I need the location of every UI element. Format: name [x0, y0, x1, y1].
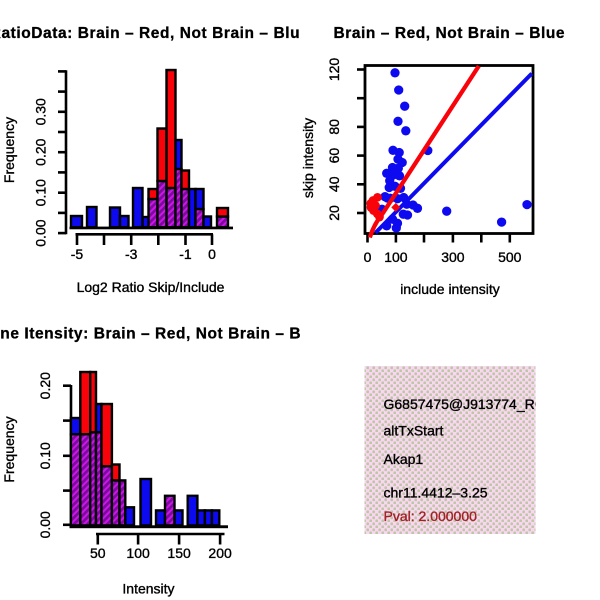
svg-text:500: 500: [498, 249, 522, 265]
svg-text:Akap1: Akap1: [384, 451, 424, 467]
svg-text:100: 100: [126, 545, 150, 561]
svg-text:RatioData: Brain – Red, Not Br: RatioData: Brain – Red, Not Brain – Blue: [0, 25, 309, 42]
svg-text:Frequency: Frequency: [1, 117, 17, 183]
svg-text:0.00: 0.00: [33, 219, 49, 246]
svg-text:Intensity: Intensity: [122, 581, 174, 597]
svg-text:skip intensity: skip intensity: [300, 118, 316, 198]
svg-text:120: 120: [326, 58, 342, 82]
svg-text:-1: -1: [179, 246, 192, 262]
svg-text:Log2 Ratio Skip/Include: Log2 Ratio Skip/Include: [77, 279, 225, 295]
svg-text:200: 200: [208, 545, 232, 561]
svg-text:0: 0: [364, 249, 372, 265]
svg-text:0: 0: [208, 246, 216, 262]
svg-text:150: 150: [167, 545, 191, 561]
svg-text:40: 40: [326, 176, 342, 192]
svg-text:chr11.4412–3.25: chr11.4412–3.25: [384, 485, 488, 501]
svg-text:300: 300: [441, 249, 465, 265]
svg-text:0.30: 0.30: [33, 98, 49, 125]
svg-text:Gene Itensity: Brain – Red, No: Gene Itensity: Brain – Red, Not Brain – …: [0, 326, 325, 343]
svg-text:20: 20: [326, 205, 342, 221]
svg-text:100: 100: [384, 249, 408, 265]
svg-text:80: 80: [326, 119, 342, 135]
svg-text:Frequency: Frequency: [1, 416, 17, 482]
svg-text:0.00: 0.00: [37, 511, 53, 538]
svg-text:Pval: 2.000000: Pval: 2.000000: [384, 508, 478, 524]
svg-text:altTxStart: altTxStart: [384, 423, 444, 439]
svg-text:G6857475@J913774_R04860: G6857475@J913774_R04860: [384, 396, 574, 412]
svg-text:0.20: 0.20: [37, 372, 53, 399]
svg-text:0.20: 0.20: [33, 138, 49, 165]
svg-text:-5: -5: [71, 246, 84, 262]
svg-text:60: 60: [326, 148, 342, 164]
svg-text:0.10: 0.10: [33, 179, 49, 206]
svg-text:Brain – Red, Not Brain – Blue: Brain – Red, Not Brain – Blue: [334, 25, 566, 42]
svg-text:-3: -3: [125, 246, 138, 262]
svg-text:0.10: 0.10: [37, 442, 53, 469]
svg-text:50: 50: [90, 545, 106, 561]
svg-text:include intensity: include intensity: [400, 281, 500, 297]
